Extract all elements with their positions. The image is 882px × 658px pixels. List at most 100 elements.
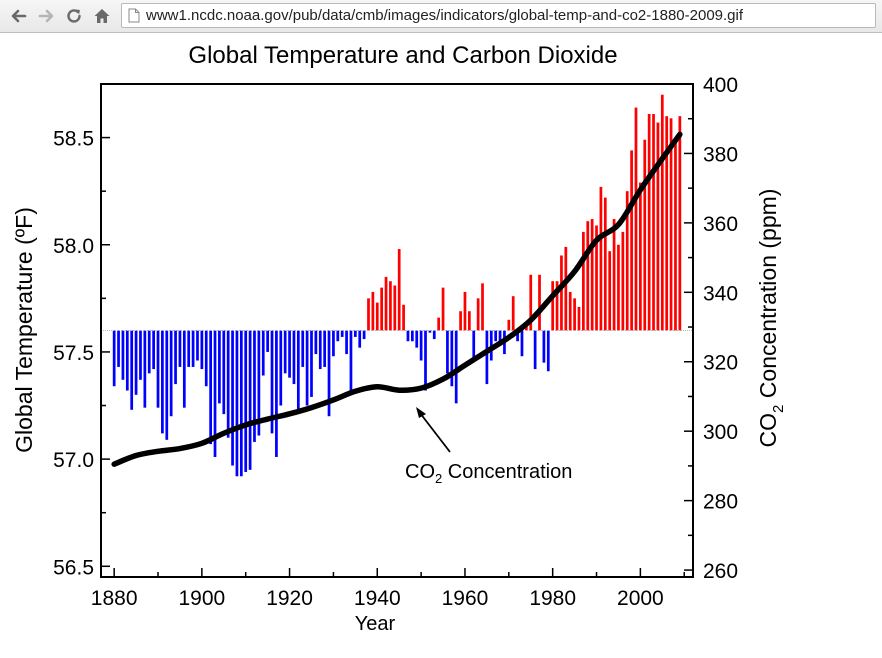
temp-bar-1884 <box>130 330 134 410</box>
temp-bar-1934 <box>349 330 353 393</box>
temp-bar-1903 <box>213 330 217 457</box>
address-bar[interactable]: www1.ncdc.noaa.gov/pub/data/cmb/images/i… <box>121 3 876 28</box>
temp-bar-1888 <box>147 330 151 374</box>
temp-bar-1914 <box>261 330 265 376</box>
temp-bar-1927 <box>318 330 322 370</box>
back-arrow-icon <box>11 9 27 23</box>
temp-bar-1961 <box>468 311 471 331</box>
y-left-tick-label-58.0: 58.0 <box>53 235 94 258</box>
temp-bar-1890 <box>156 330 160 408</box>
y-left-tick-label-58.5: 58.5 <box>53 128 94 151</box>
temp-bar-2000 <box>639 182 642 331</box>
temp-bar-1993 <box>608 251 612 331</box>
y-right-tick-label-360: 360 <box>703 213 738 236</box>
temp-bar-1946 <box>402 304 405 331</box>
temp-bar-2005 <box>660 94 664 331</box>
temp-bar-1904 <box>218 330 221 404</box>
temp-bar-1997 <box>625 191 629 331</box>
temp-bar-1923 <box>301 330 305 367</box>
co2-annotation: CO2 Concentration <box>405 407 572 486</box>
temp-bar-2001 <box>643 139 647 331</box>
temp-bar-1999 <box>634 107 638 331</box>
temp-bar-1886 <box>139 330 142 380</box>
annotation-arrow-head <box>416 407 426 418</box>
y-right-tick-label-320: 320 <box>703 352 738 375</box>
temp-bar-1991 <box>599 186 603 331</box>
temp-bar-1996 <box>621 231 625 331</box>
temp-bar-1924 <box>305 330 309 406</box>
temp-bar-1917 <box>275 330 278 457</box>
home-icon <box>94 9 110 23</box>
temp-bar-1970 <box>507 319 511 331</box>
temp-bar-1968 <box>498 330 502 344</box>
forward-button[interactable] <box>35 5 57 27</box>
temp-bar-1929 <box>327 330 331 417</box>
temp-bar-1960 <box>463 291 467 331</box>
temp-bar-1905 <box>222 330 226 415</box>
reload-icon <box>67 9 81 23</box>
temp-bar-1994 <box>612 219 616 331</box>
temp-bar-1940 <box>375 302 379 331</box>
annotation-arrow-line <box>419 412 451 453</box>
temp-bar-1933 <box>345 330 348 355</box>
temp-bar-1892 <box>165 330 169 440</box>
temp-bar-1962 <box>472 330 476 359</box>
x-axis-ticks: 1880 1900 1920 1940 1960 1980 2000 <box>91 568 685 610</box>
temp-bar-1949 <box>415 330 419 348</box>
temp-bar-1973 <box>520 330 524 357</box>
temp-bar-1941 <box>380 287 384 331</box>
temp-bar-1967 <box>494 330 498 342</box>
back-button[interactable] <box>8 5 30 27</box>
temp-bar-1977 <box>538 274 541 331</box>
browser-toolbar: www1.ncdc.noaa.gov/pub/data/cmb/images/i… <box>0 0 882 33</box>
temp-bar-1889 <box>152 330 155 370</box>
temp-bar-1980 <box>551 281 555 331</box>
temp-bar-1987 <box>582 231 585 331</box>
temp-bar-1899 <box>196 330 199 361</box>
temp-bar-1912 <box>253 330 256 442</box>
temp-bar-1958 <box>454 330 458 404</box>
temp-bar-1896 <box>182 330 186 408</box>
page-icon <box>128 8 140 23</box>
temp-bar-1885 <box>134 330 138 395</box>
temp-bar-1900 <box>200 330 204 370</box>
x-tick-label-1980: 1980 <box>529 587 576 610</box>
forward-arrow-icon <box>38 9 54 23</box>
temp-bar-1952 <box>428 330 432 333</box>
temp-bar-1950 <box>419 330 423 361</box>
temp-bar-1986 <box>577 306 581 331</box>
temp-bar-1990 <box>595 225 598 331</box>
temp-bar-1883 <box>125 330 129 391</box>
temp-bar-1921 <box>292 330 296 385</box>
temp-bar-1919 <box>283 330 287 374</box>
temp-bar-1893 <box>169 330 173 417</box>
temp-bar-2009 <box>678 116 682 331</box>
temp-bar-1910 <box>244 330 248 472</box>
temp-bar-1956 <box>446 330 449 374</box>
temp-bar-1985 <box>573 298 576 331</box>
temp-bar-1935 <box>353 330 357 337</box>
temp-bar-1891 <box>161 330 164 434</box>
temp-bar-1943 <box>389 281 392 331</box>
chart-title: Global Temperature and Carbon Dioxide <box>188 42 617 69</box>
temp-bar-1895 <box>178 330 182 367</box>
home-button[interactable] <box>91 5 113 27</box>
temp-bar-1913 <box>257 330 261 436</box>
temp-bar-1894 <box>174 330 177 385</box>
temp-bar-2003 <box>652 114 655 331</box>
annotation-label: CO2 Concentration <box>405 461 572 486</box>
temp-bar-1897 <box>187 330 191 367</box>
temp-bar-1954 <box>437 317 441 331</box>
temp-bar-1972 <box>516 330 519 342</box>
url-text: www1.ncdc.noaa.gov/pub/data/cmb/images/i… <box>146 7 744 24</box>
temp-bar-1984 <box>568 291 572 331</box>
temp-bar-1909 <box>239 330 243 477</box>
temp-bar-1965 <box>485 330 489 385</box>
reload-button[interactable] <box>63 5 85 27</box>
temp-bar-1959 <box>459 311 462 331</box>
temp-bar-2004 <box>656 122 660 331</box>
y-axis-left-ticks: 56.5 57.0 57.5 58.0 58.5 <box>53 128 110 579</box>
temp-bar-1906 <box>226 330 230 438</box>
temp-bar-1920 <box>288 330 291 378</box>
temp-bar-1939 <box>371 291 375 331</box>
